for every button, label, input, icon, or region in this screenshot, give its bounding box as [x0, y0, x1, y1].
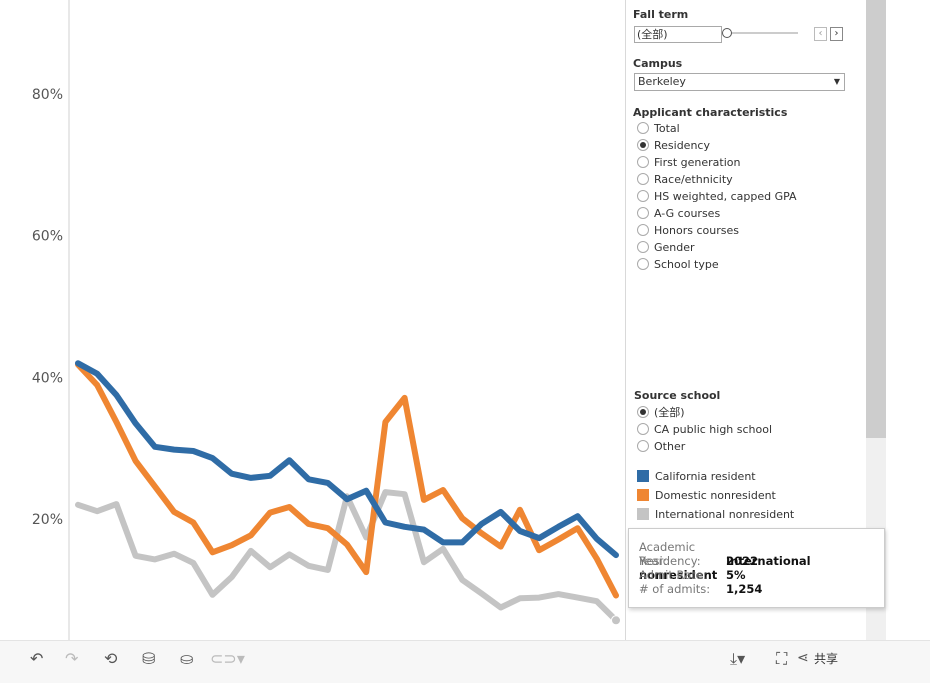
- undo-icon[interactable]: ↶: [30, 649, 44, 668]
- share-icon[interactable]: ⋖: [797, 650, 809, 666]
- applicant-option-label: First generation: [654, 156, 741, 169]
- line-chart[interactable]: 80% 60% 40% 20%: [0, 0, 625, 640]
- radio-button[interactable]: [637, 440, 649, 452]
- fall-term-title: Fall term: [633, 8, 689, 21]
- applicant-option-label: Gender: [654, 241, 695, 254]
- series-line-international-nonresident[interactable]: [75, 489, 619, 624]
- applicant-option-label: Honors courses: [654, 224, 739, 237]
- series-line-california-resident[interactable]: [75, 360, 619, 559]
- refresh-data-icon[interactable]: ⛁: [142, 649, 156, 668]
- applicant-option[interactable]: Honors courses: [637, 223, 739, 239]
- legend-item[interactable]: California resident: [637, 470, 756, 484]
- applicant-option[interactable]: School type: [637, 257, 719, 273]
- pause-updates-icon[interactable]: ⛀: [180, 649, 194, 668]
- tooltip-label: # of admits:: [639, 582, 711, 596]
- source-school-option[interactable]: (全部): [637, 405, 685, 421]
- share-button[interactable]: 共享: [814, 652, 839, 666]
- radio-button[interactable]: [637, 258, 649, 270]
- radio-button[interactable]: [637, 156, 649, 168]
- radio-button[interactable]: [637, 406, 649, 418]
- applicant-title: Applicant characteristics: [633, 106, 788, 119]
- radio-button[interactable]: [637, 190, 649, 202]
- y-tick-label: 40%: [32, 370, 63, 386]
- legend-item[interactable]: Domestic nonresident: [637, 489, 776, 503]
- fullscreen-icon[interactable]: ⛶: [776, 649, 788, 668]
- tooltip-value: 5%: [726, 568, 746, 582]
- tooltip-value: 1,254: [726, 582, 763, 596]
- tooltip-value: 2022: [726, 554, 759, 568]
- applicant-option[interactable]: Race/ethnicity: [637, 172, 733, 188]
- chart-svg[interactable]: 80% 60% 40% 20%: [0, 0, 625, 640]
- tooltip-label: Residency:: [639, 554, 701, 568]
- legend-label: International nonresident: [655, 508, 795, 521]
- radio-button[interactable]: [637, 423, 649, 435]
- download-icon[interactable]: ⤓▾: [730, 649, 746, 668]
- next-term-button[interactable]: ›: [830, 27, 843, 41]
- tooltip-label: Admit Rate:: [639, 568, 707, 582]
- source-school-option-label: Other: [654, 440, 686, 453]
- chevron-down-icon: ▼: [833, 77, 840, 86]
- tooltip: Academic Year: 2022 Residency: Internationa…: [628, 528, 885, 608]
- legend-label: California resident: [655, 470, 756, 483]
- tooltip-row: Admit Rate: 5%: [639, 568, 746, 582]
- radio-button[interactable]: [637, 122, 649, 134]
- toolbar: ↶ ↷ ⟲ ⛁ ⛀ ⊂⊃▾ ⤓▾ ⛶ ⋖ 共享: [0, 640, 930, 683]
- scrollbar-thumb[interactable]: [866, 0, 886, 438]
- source-school-option-label: CA public high school: [654, 423, 773, 436]
- radio-button[interactable]: [637, 173, 649, 185]
- applicant-option-label: HS weighted, capped GPA: [654, 190, 797, 203]
- tooltip-row: Academic Year: 2022: [639, 540, 758, 568]
- legend-swatch: [637, 508, 649, 520]
- radio-button[interactable]: [637, 139, 649, 151]
- campus-title: Campus: [633, 57, 683, 70]
- prev-term-button[interactable]: ‹: [814, 27, 827, 41]
- applicant-option[interactable]: HS weighted, capped GPA: [637, 189, 797, 205]
- source-school-title: Source school: [634, 389, 721, 402]
- y-tick-label: 80%: [32, 87, 63, 103]
- campus-select[interactable]: Berkeley ▼: [634, 73, 845, 91]
- legend-swatch: [637, 470, 649, 482]
- applicant-option[interactable]: Residency: [637, 138, 710, 154]
- tooltip-row: # of admits: 1,254: [639, 582, 762, 596]
- y-tick-label: 20%: [32, 512, 63, 528]
- fall-term-slider-track[interactable]: [726, 32, 798, 34]
- applicant-option[interactable]: Gender: [637, 240, 695, 256]
- y-tick-label: 60%: [32, 229, 63, 245]
- redo-icon[interactable]: ↷: [65, 649, 79, 668]
- campus-select-value: Berkeley: [638, 75, 686, 88]
- legend-swatch: [637, 489, 649, 501]
- applicant-option[interactable]: A-G courses: [637, 206, 720, 222]
- applicant-option[interactable]: Total: [637, 121, 680, 137]
- applicant-option-label: Race/ethnicity: [654, 173, 733, 186]
- filter-panel: Fall term (全部) ‹ › Campus Berkeley ▼ App…: [633, 0, 865, 640]
- applicant-option-label: Total: [654, 122, 680, 135]
- applicant-option-label: A-G courses: [654, 207, 721, 220]
- tooltip-label: Academic Year:: [639, 540, 696, 568]
- source-school-option[interactable]: Other: [637, 439, 685, 455]
- revert-icon[interactable]: ⟲: [104, 649, 118, 668]
- fall-term-input[interactable]: (全部): [634, 26, 722, 43]
- radio-button[interactable]: [637, 241, 649, 253]
- source-school-option-label: (全部): [654, 406, 685, 419]
- tooltip-value: International nonresident: [639, 554, 811, 582]
- highlight-icon[interactable]: ⊂⊃▾: [210, 649, 245, 668]
- fall-term-slider-knob[interactable]: [722, 28, 732, 38]
- source-school-option[interactable]: CA public high school: [637, 422, 772, 438]
- legend-label: Domestic nonresident: [655, 489, 776, 502]
- applicant-option-label: Residency: [654, 139, 710, 152]
- panel-divider: [625, 0, 626, 640]
- legend-item[interactable]: International nonresident: [637, 508, 794, 522]
- applicant-option[interactable]: First generation: [637, 155, 740, 171]
- applicant-option-label: School type: [654, 258, 719, 271]
- radio-button[interactable]: [637, 207, 649, 219]
- series-line-domestic-nonresident[interactable]: [75, 361, 619, 599]
- tooltip-row: Residency: International nonresident: [639, 554, 884, 582]
- radio-button[interactable]: [637, 224, 649, 236]
- selected-data-point[interactable]: [611, 615, 621, 626]
